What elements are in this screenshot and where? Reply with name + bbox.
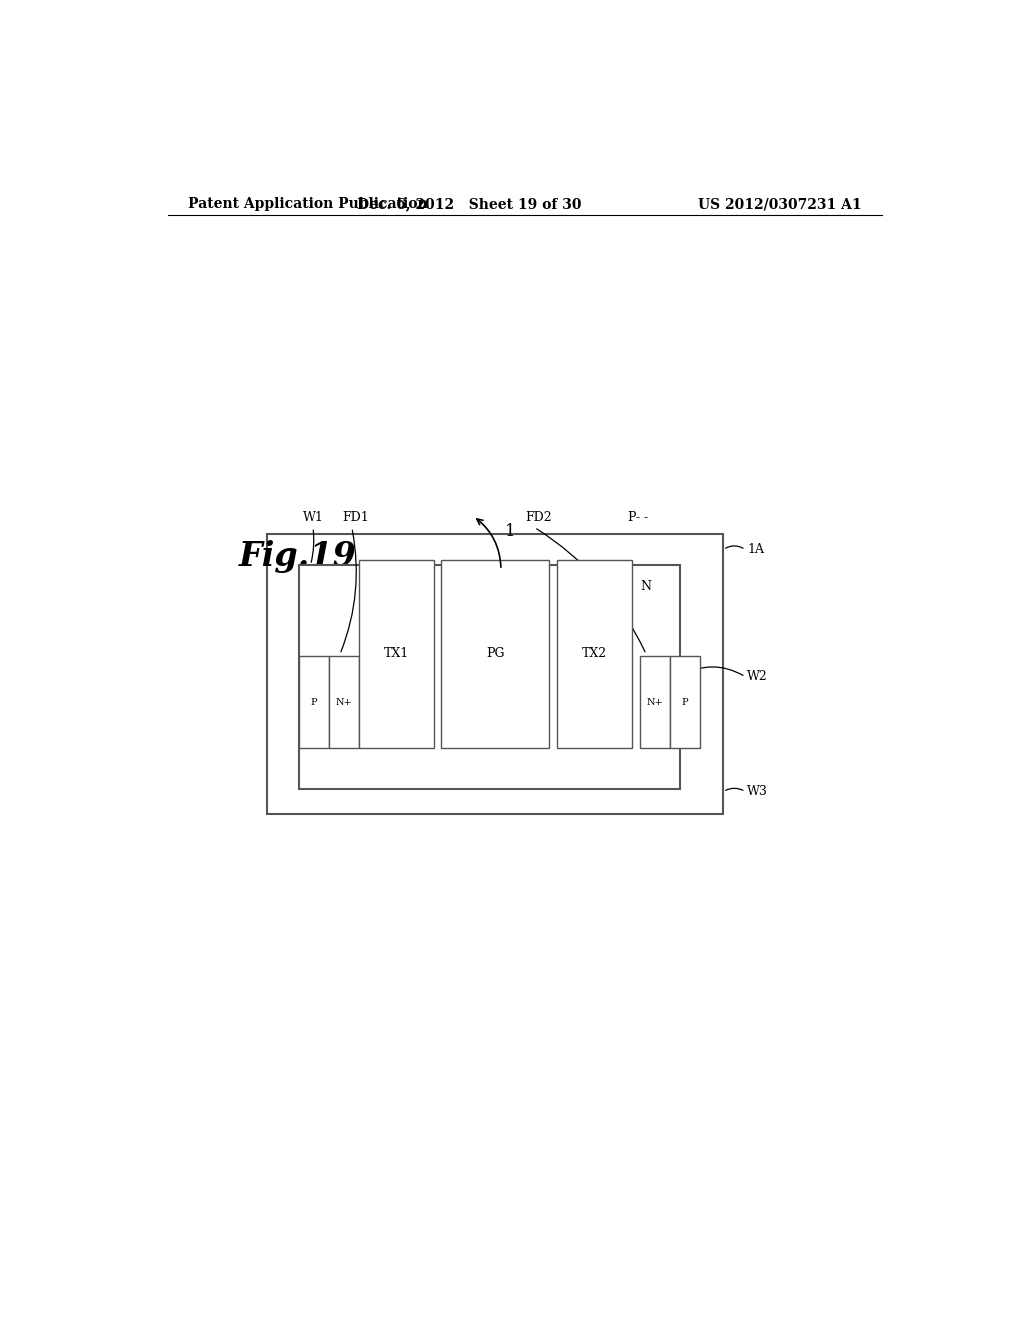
Text: PG: PG bbox=[485, 647, 504, 660]
Text: FD1: FD1 bbox=[342, 511, 369, 524]
Text: P: P bbox=[310, 698, 317, 706]
Text: Dec. 6, 2012   Sheet 19 of 30: Dec. 6, 2012 Sheet 19 of 30 bbox=[357, 197, 582, 211]
Text: N: N bbox=[640, 581, 651, 593]
Text: US 2012/0307231 A1: US 2012/0307231 A1 bbox=[698, 197, 862, 211]
Bar bbox=[557, 560, 632, 748]
Text: FD2: FD2 bbox=[524, 511, 552, 524]
Text: W3: W3 bbox=[748, 785, 768, 799]
Bar bbox=[640, 656, 670, 748]
Bar bbox=[329, 656, 359, 748]
Text: 1: 1 bbox=[505, 523, 516, 540]
Bar bbox=[670, 656, 700, 748]
Text: TX2: TX2 bbox=[582, 647, 607, 660]
Text: N+: N+ bbox=[336, 698, 352, 706]
Text: 1A: 1A bbox=[748, 544, 764, 556]
Bar bbox=[267, 535, 723, 814]
Bar bbox=[359, 560, 434, 748]
Text: W1: W1 bbox=[303, 511, 324, 524]
Text: Fig.19: Fig.19 bbox=[240, 540, 357, 573]
Text: P: P bbox=[682, 698, 688, 706]
Text: W2: W2 bbox=[748, 671, 768, 684]
Text: Patent Application Publication: Patent Application Publication bbox=[187, 197, 427, 211]
FancyArrowPatch shape bbox=[477, 519, 501, 568]
Bar bbox=[299, 656, 329, 748]
Text: TX1: TX1 bbox=[384, 647, 410, 660]
Bar bbox=[441, 560, 549, 748]
Text: P- -: P- - bbox=[628, 511, 648, 524]
Text: N+: N+ bbox=[646, 698, 664, 706]
Bar bbox=[299, 565, 680, 788]
